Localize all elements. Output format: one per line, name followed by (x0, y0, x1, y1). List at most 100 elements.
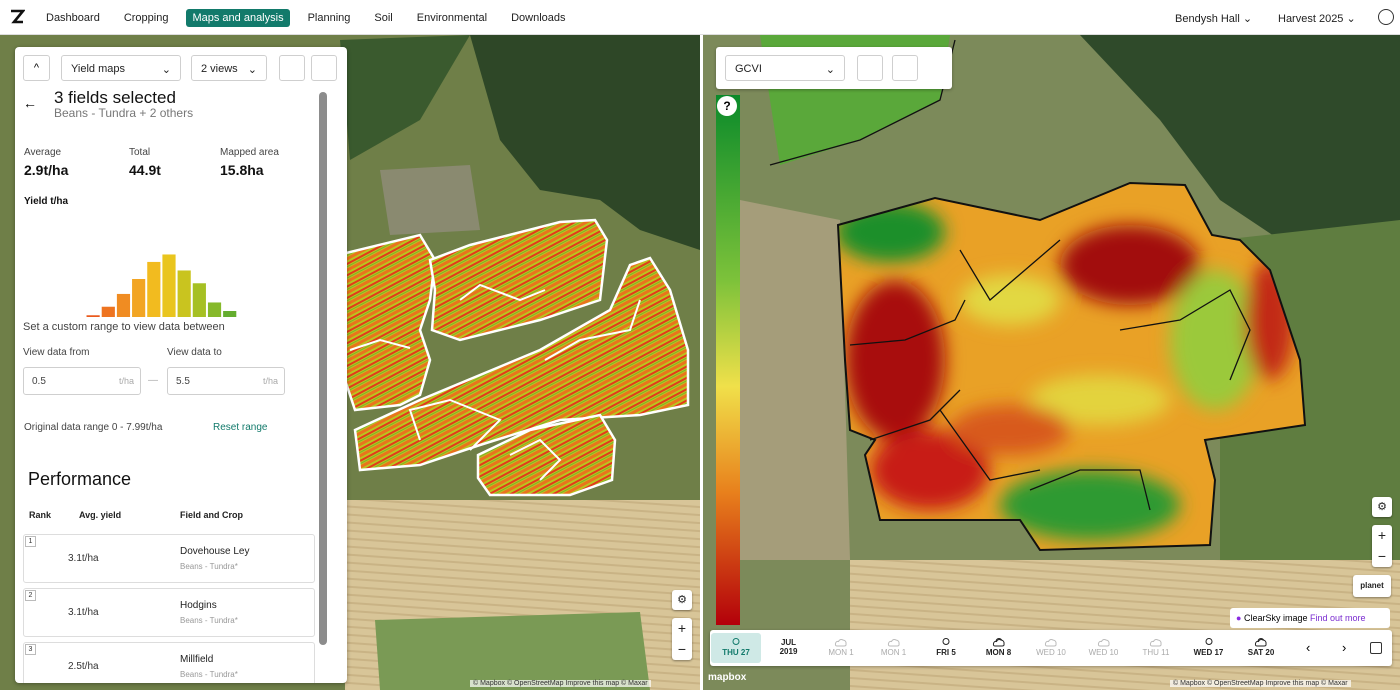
timeline-item[interactable]: JUL 2019 (764, 633, 814, 663)
weather-icon (887, 639, 900, 647)
avg-yield: 3.1t/ha (68, 607, 99, 618)
nav-item[interactable]: Planning (307, 12, 351, 24)
performance-row[interactable]: 1 3.1t/ha Dovehouse Ley Beans - Tundra* (23, 534, 315, 583)
legend-help[interactable]: ? (717, 96, 737, 116)
timeline-label: THU 11 (1142, 648, 1170, 657)
histogram-bar (177, 270, 191, 317)
account-icon[interactable] (1378, 9, 1394, 25)
timeline-label: MON 1 (828, 648, 854, 657)
nav-item[interactable]: Environmental (416, 12, 488, 24)
settings-button[interactable]: ⚙ (672, 590, 692, 610)
sun (732, 638, 740, 645)
cloud (887, 639, 900, 647)
performance-row[interactable]: 2 3.1t/ha Hodgins Beans - Tundra* (23, 588, 315, 637)
histogram-title: Yield t/ha (24, 196, 69, 207)
compare-button[interactable] (857, 55, 883, 81)
nav-item[interactable]: Soil (374, 12, 393, 24)
timeline-label: FRI 5 (936, 648, 956, 657)
settings-button[interactable]: ⚙ (1372, 497, 1392, 517)
separator: — (148, 375, 158, 386)
compare-button[interactable] (279, 55, 305, 81)
season-name: Harvest 2025 (1278, 13, 1344, 25)
timeline-item[interactable]: FRI 5 (921, 633, 971, 663)
stat-label: Mapped area (220, 147, 279, 158)
histogram-bar (162, 254, 176, 317)
nav-item[interactable]: Dashboard (46, 12, 100, 24)
weather-icon (992, 638, 1005, 647)
clearsky-banner: ● ClearSky image Find out more (1230, 608, 1390, 628)
timeline-item[interactable]: MON 1 (869, 633, 919, 663)
season-select[interactable]: Harvest 2025 ⌄ (1278, 13, 1356, 25)
timeline-item[interactable]: WED 17 (1184, 633, 1234, 663)
timeline-item[interactable]: MON 1 (816, 633, 866, 663)
attribution: © Mapbox © OpenStreetMap Improve this ma… (1170, 680, 1351, 687)
histogram-bar (116, 293, 131, 317)
right-map (701, 35, 1400, 690)
cloud (992, 639, 1005, 647)
back-arrow[interactable]: ← (23, 95, 37, 111)
calendar-button[interactable] (1370, 642, 1382, 654)
nav-item[interactable]: Maps and analysis (186, 9, 290, 27)
column-header: Avg. yield (79, 510, 122, 520)
timeline-label: MON 1 (880, 648, 907, 657)
layer-name: Yield maps (71, 63, 126, 75)
timeline-month: JUL (780, 638, 797, 647)
timeline-item[interactable]: SAT 20 (1236, 633, 1286, 663)
logo (11, 9, 25, 24)
prev-arrow[interactable]: ‹ (1306, 640, 1311, 655)
title: 3 fields selected (54, 88, 176, 107)
nav-item[interactable]: Cropping (123, 12, 169, 24)
cloud (1149, 639, 1162, 647)
weather-icon (1149, 639, 1162, 647)
field-name: Millfield (180, 654, 214, 665)
weather-icon (942, 638, 950, 645)
attribution: © Mapbox © OpenStreetMap Improve this ma… (470, 680, 651, 687)
to-value: 5.5 (176, 376, 190, 387)
export-button[interactable] (311, 55, 337, 81)
from-input[interactable]: 0.5 t/ha (23, 367, 141, 395)
avg-yield: 2.5t/ha (68, 661, 99, 672)
timeline-item[interactable]: THU 11 (1131, 633, 1181, 663)
performance-row[interactable]: 3 2.5t/ha Millfield Beans - Tundra* (23, 642, 315, 683)
farm-select[interactable]: Bendysh Hall ⌄ (1175, 13, 1253, 25)
stat-value: 2.9t/ha (24, 162, 69, 178)
views-select[interactable]: 2 views ⌄ (191, 55, 267, 81)
field-name: Dovehouse Ley (180, 546, 250, 557)
to-input[interactable]: 5.5 t/ha (167, 367, 285, 395)
crop-name: Beans - Tundra* (180, 562, 238, 571)
weather-icon (834, 639, 847, 647)
find-out-link[interactable]: Find out more (1310, 613, 1366, 623)
timeline-label: WED 17 (1193, 648, 1224, 657)
performance-title: Performance (28, 469, 132, 489)
timeline-year: 2019 (779, 647, 798, 656)
zoom-control[interactable]: + − (1372, 525, 1392, 567)
stat-value: 44.9t (129, 162, 161, 178)
mapbox-logo: mapbox (708, 672, 747, 683)
reset-range[interactable]: Reset range (213, 422, 268, 433)
timeline-label: MON 8 (985, 648, 1012, 657)
side-panel: ^ Yield maps ⌄ 2 views ⌄ ← 3 fields select… (15, 47, 347, 683)
crop-name: Beans - Tundra* (180, 670, 238, 679)
layer-select[interactable]: Yield maps ⌄ (61, 55, 181, 81)
nav-item[interactable]: Downloads (511, 12, 566, 24)
collapse-button[interactable]: ^ (23, 55, 50, 81)
timeline-item[interactable]: WED 10 (1026, 633, 1076, 663)
export-button[interactable] (892, 55, 918, 81)
scrollbar[interactable] (319, 92, 327, 645)
timeline-item[interactable]: THU 27 (711, 633, 761, 663)
timeline-item[interactable]: WED 10 (1079, 633, 1129, 663)
range-hint: Set a custom range to view data between (23, 321, 225, 333)
weather-icon (1254, 638, 1267, 647)
timeline-item[interactable]: MON 8 (974, 633, 1024, 663)
farm-name: Bendysh Hall (1175, 13, 1240, 25)
next-arrow[interactable]: › (1342, 640, 1347, 655)
cloud (1044, 639, 1057, 647)
weather-icon (1205, 638, 1212, 645)
index-select[interactable]: GCVI ⌄ (725, 55, 845, 81)
views-name: 2 views (201, 63, 238, 75)
zoom-control[interactable]: + − (672, 618, 692, 660)
histogram: 0.51.833.55.5 (86, 254, 237, 317)
from-value: 0.5 (32, 376, 46, 387)
nav-bar: Bendysh Hall ⌄ Harvest 2025 ⌄ Dashboard C… (0, 0, 1400, 35)
